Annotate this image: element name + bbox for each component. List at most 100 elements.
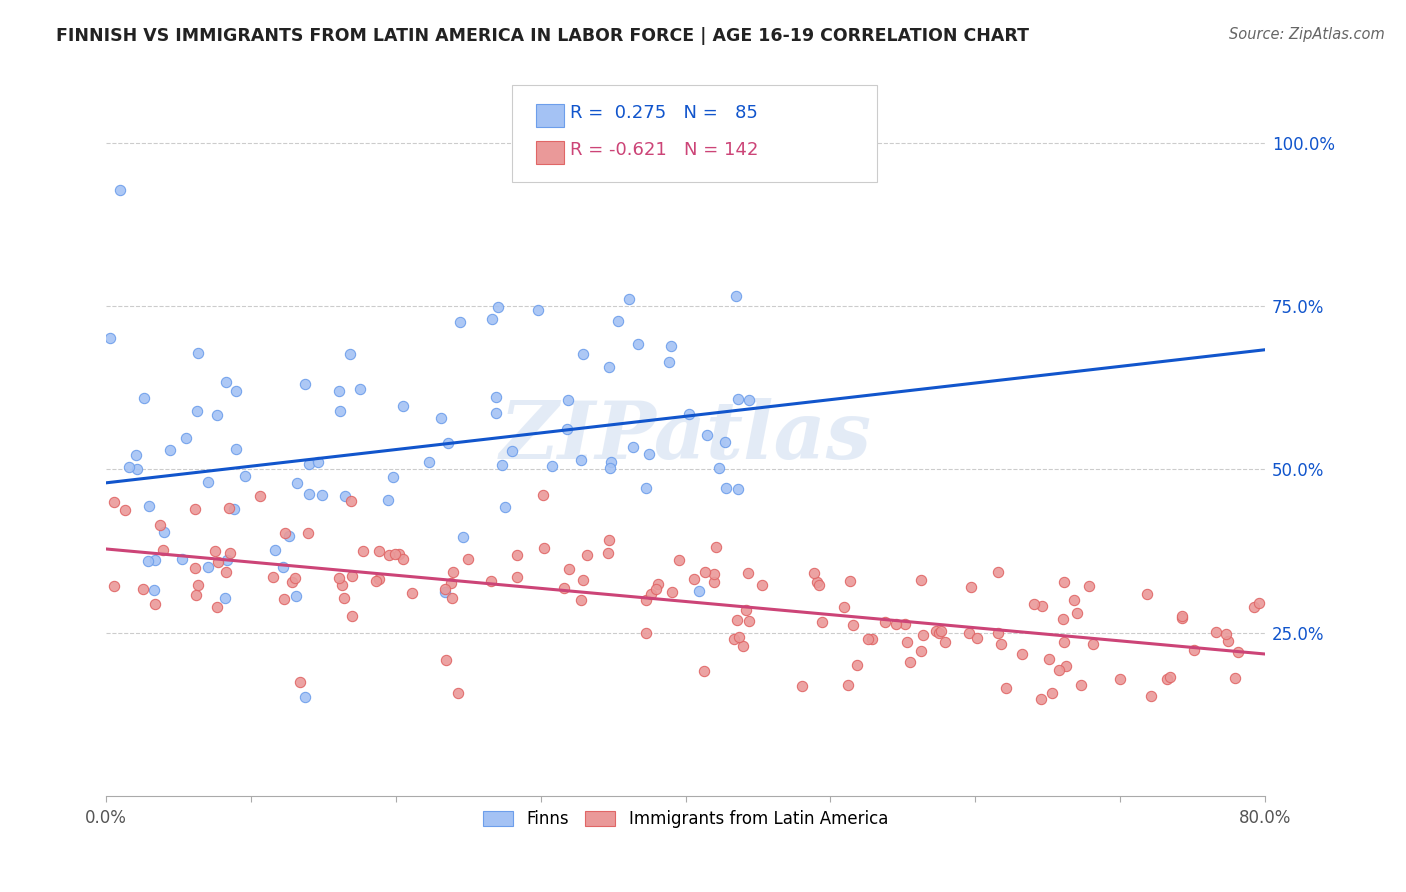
Point [278,528,301,542]
Point [1029,691,1052,706]
Point [960,580,983,594]
Point [860,632,883,647]
Point [222,502,245,516]
Point [307,455,329,469]
Point [333,591,356,605]
Point [598,360,620,375]
Point [457,552,479,566]
Point [527,302,550,317]
Point [174,432,197,446]
Point [647,577,669,591]
Point [271,560,294,574]
Point [339,346,361,360]
Point [637,447,659,461]
Point [117,459,139,474]
Point [214,591,236,606]
Point [558,561,581,575]
Point [159,442,181,457]
Point [837,678,859,692]
Point [569,592,592,607]
Point [929,624,952,639]
Point [377,492,399,507]
Point [714,481,737,495]
Point [273,592,295,607]
Point [506,548,529,562]
Point [725,614,748,628]
Point [598,533,620,547]
Point [401,585,423,599]
Point [285,475,308,490]
Point [441,566,464,580]
Point [486,300,509,314]
Point [437,436,460,450]
Point [143,552,166,566]
Point [225,384,247,398]
Point [170,552,193,566]
Point [1040,686,1063,700]
Point [572,347,595,361]
Point [1171,609,1194,624]
Point [132,391,155,405]
Point [555,422,578,436]
Point [349,382,371,396]
Legend: Finns, Immigrants from Latin America: Finns, Immigrants from Latin America [477,803,894,835]
Point [1223,671,1246,685]
Point [1054,659,1077,673]
Point [811,615,834,629]
Point [1205,625,1227,640]
Point [617,293,640,307]
Point [987,625,1010,640]
Point [440,575,463,590]
Text: R = -0.621   N = 142: R = -0.621 N = 142 [569,141,758,159]
Point [328,571,350,585]
Point [606,314,628,328]
Point [928,625,950,640]
Point [737,566,759,580]
Point [485,390,508,404]
Text: FINNISH VS IMMIGRANTS FROM LATIN AMERICA IN LABOR FORCE | AGE 16-19 CORRELATION : FINNISH VS IMMIGRANTS FROM LATIN AMERICA… [56,27,1029,45]
Point [204,544,226,558]
Point [377,548,399,562]
Point [501,443,523,458]
Point [1136,587,1159,601]
Point [184,502,207,516]
Point [187,578,209,592]
Point [910,573,932,587]
FancyBboxPatch shape [512,85,877,182]
Point [205,599,228,614]
Point [1052,612,1074,626]
Point [225,442,247,457]
Point [731,639,754,653]
Point [832,600,855,615]
Point [856,632,879,646]
Point [934,634,956,648]
Point [557,392,579,407]
Point [1070,678,1092,692]
Point [1156,672,1178,686]
Point [125,448,148,462]
Point [925,624,948,638]
Point [1053,574,1076,589]
Point [233,469,256,483]
Point [1215,627,1237,641]
Point [636,481,658,495]
Point [645,582,668,596]
FancyBboxPatch shape [536,104,564,127]
Point [728,630,751,644]
Point [434,653,457,667]
Point [1171,610,1194,624]
Point [138,499,160,513]
Point [433,582,456,596]
Point [713,434,735,449]
Point [1216,634,1239,648]
Point [659,339,682,353]
Point [678,407,700,421]
Point [98,331,121,345]
Point [738,392,761,407]
Point [875,615,897,629]
Point [143,582,166,597]
Point [596,546,619,560]
Point [1249,596,1271,610]
Point [186,589,208,603]
Point [1038,652,1060,666]
